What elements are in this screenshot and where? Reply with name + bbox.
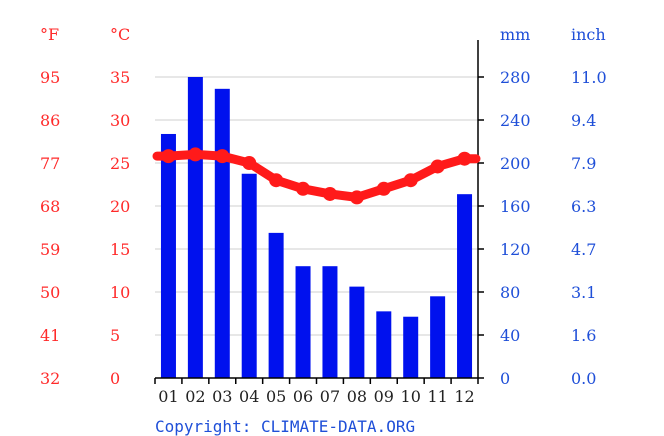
celsius-tick: 20	[110, 197, 130, 216]
mm-tick: 280	[500, 68, 531, 87]
temperature-point	[188, 147, 203, 162]
fahrenheit-unit-label: °F	[40, 25, 59, 44]
temperature-point	[215, 149, 230, 164]
precipitation-bar	[430, 296, 446, 378]
precipitation-bars	[160, 77, 473, 378]
mm-tick: 40	[500, 326, 520, 345]
fahrenheit-tick: 86	[40, 111, 60, 130]
inch-tick: 0.0	[571, 369, 596, 388]
month-label: 06	[293, 387, 313, 406]
precipitation-bar	[160, 133, 176, 378]
temperature-point	[269, 173, 284, 188]
inch-tick: 3.1	[571, 283, 596, 302]
fahrenheit-tick: 59	[40, 240, 60, 259]
inch-unit-label: inch	[571, 25, 606, 44]
temperature-point	[161, 149, 176, 164]
axis-labels: 95 35 280 11.0 86 30 240 9.4 77 25 200 7.9 68 20 160 6.…	[40, 68, 607, 406]
month-label: 01	[158, 387, 178, 406]
inch-tick: 6.3	[571, 197, 596, 216]
celsius-tick: 25	[110, 154, 130, 173]
temperature-point	[296, 181, 311, 196]
month-label: 08	[347, 387, 367, 406]
precipitation-bar	[295, 266, 311, 378]
mm-tick: 120	[500, 240, 531, 259]
celsius-tick: 30	[110, 111, 130, 130]
inch-tick: 11.0	[571, 68, 607, 87]
mm-tick: 200	[500, 154, 531, 173]
month-label: 04	[239, 387, 259, 406]
fahrenheit-tick: 77	[40, 154, 60, 173]
temperature-point	[457, 151, 472, 166]
precipitation-bar	[268, 232, 284, 378]
precipitation-bar	[403, 316, 419, 378]
mm-tick: 80	[500, 283, 520, 302]
chart-axes	[154, 40, 484, 384]
precipitation-bar	[376, 311, 392, 378]
inch-tick: 1.6	[571, 326, 596, 345]
temperature-point	[376, 181, 391, 196]
month-label: 03	[212, 387, 232, 406]
celsius-tick: 35	[110, 68, 130, 87]
precipitation-bar	[349, 286, 365, 378]
celsius-tick: 15	[110, 240, 130, 259]
precipitation-bar	[241, 173, 257, 378]
chart-grid	[155, 76, 478, 336]
precipitation-bar	[322, 266, 338, 378]
temperature-series-line	[152, 149, 481, 202]
fahrenheit-tick: 95	[40, 68, 60, 87]
month-label: 07	[320, 387, 340, 406]
copyright-text: Copyright: CLIMATE-DATA.ORG	[155, 417, 415, 436]
precipitation-bar	[214, 88, 230, 378]
precipitation-bar	[457, 194, 473, 378]
mm-tick: 160	[500, 197, 531, 216]
temperature-point	[403, 173, 418, 188]
temperature-point	[322, 186, 337, 201]
month-label: 12	[454, 387, 474, 406]
inch-tick: 7.9	[571, 154, 596, 173]
temperature-point	[430, 159, 445, 174]
mm-unit-label: mm	[500, 25, 530, 44]
mm-tick: 0	[500, 369, 510, 388]
celsius-tick: 10	[110, 283, 130, 302]
celsius-tick: 0	[110, 369, 120, 388]
inch-tick: 9.4	[571, 111, 596, 130]
month-label: 05	[266, 387, 286, 406]
temperature-point	[242, 156, 257, 170]
precipitation-bar	[187, 77, 203, 378]
celsius-unit-label: °C	[110, 25, 130, 44]
month-label: 09	[374, 387, 394, 406]
month-label: 10	[401, 387, 421, 406]
month-label: 11	[427, 387, 447, 406]
celsius-tick: 5	[110, 326, 120, 345]
fahrenheit-tick: 32	[40, 369, 60, 388]
mm-tick: 240	[500, 111, 531, 130]
month-label: 02	[185, 387, 205, 406]
temperature-point	[349, 190, 364, 205]
inch-tick: 4.7	[571, 240, 596, 259]
fahrenheit-tick: 50	[40, 283, 60, 302]
fahrenheit-tick: 41	[40, 326, 60, 345]
temperature-line	[152, 147, 481, 205]
fahrenheit-tick: 68	[40, 197, 60, 216]
